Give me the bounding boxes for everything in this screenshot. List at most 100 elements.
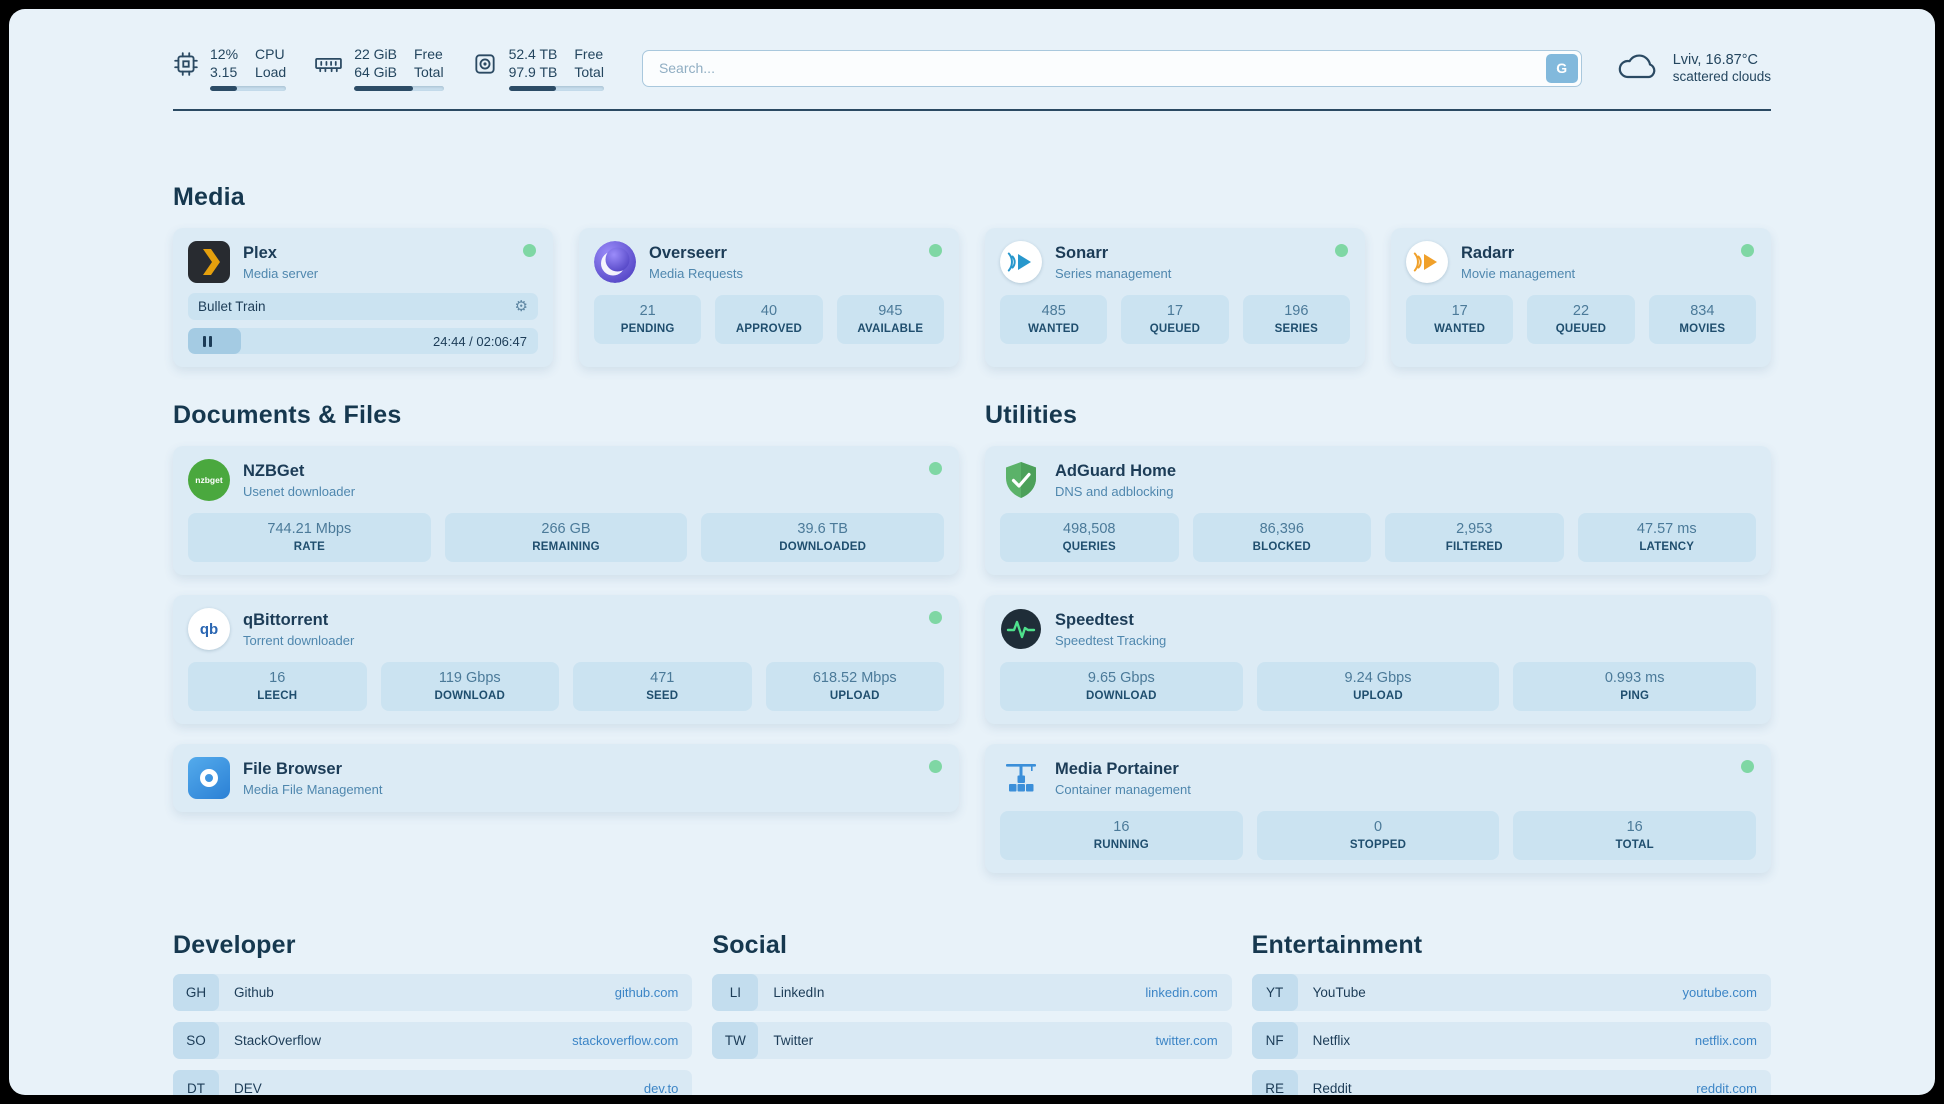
bookmark-linkedin[interactable]: LI LinkedIn linkedin.com (712, 974, 1232, 1012)
overseerr-card[interactable]: Overseerr Media Requests 21 PENDING 40 A… (579, 228, 959, 368)
bookmark-stackoverflow[interactable]: SO StackOverflow stackoverflow.com (173, 1022, 693, 1060)
bookmark-url[interactable]: youtube.com (1682, 985, 1757, 1001)
portainer-icon (1000, 757, 1042, 799)
bookmark-url[interactable]: reddit.com (1696, 1081, 1757, 1095)
nzbget-card[interactable]: nzbget NZBGet Usenet downloader 744.21 M… (173, 446, 959, 576)
disk-widget: 52.4 TB 97.9 TB Free Total (472, 45, 604, 92)
disk-label-bottom: Total (574, 64, 604, 81)
app-subtitle: Media File Management (243, 781, 383, 797)
playback-time: 24:44 / 02:06:47 (433, 333, 527, 349)
filebrowser-icon (188, 757, 230, 800)
cpu-label-top: CPU (255, 46, 285, 62)
bookmark-url[interactable]: twitter.com (1155, 1033, 1218, 1049)
disk-label-top: Free (574, 46, 604, 62)
section-media: Media Plex Media server Bullet Train ⚙ (173, 183, 1771, 368)
bookmark-url[interactable]: netflix.com (1694, 1033, 1757, 1049)
stat-wanted: 485 WANTED (1000, 295, 1108, 345)
stat-pending: 21 PENDING (594, 295, 702, 345)
bookmark-abbr: NF (1251, 1022, 1298, 1060)
cpu-load-value: 3.15 (210, 64, 238, 81)
bookmark-reddit[interactable]: RE Reddit reddit.com (1251, 1070, 1771, 1095)
cpu-chip-icon (173, 51, 199, 82)
status-dot (1741, 760, 1754, 774)
topbar: 12% 3.15 CPU Load (173, 9, 1771, 92)
filebrowser-card[interactable]: File Browser Media File Management (173, 744, 959, 813)
sonarr-card[interactable]: Sonarr Series management 485 WANTED 17 Q… (985, 228, 1365, 368)
cpu-percent: 12% (210, 46, 239, 62)
cpu-widget: 12% 3.15 CPU Load (173, 45, 287, 92)
bookmark-netflix[interactable]: NF Netflix netflix.com (1251, 1022, 1771, 1060)
plex-card[interactable]: Plex Media server Bullet Train ⚙ 24:44 /… (173, 228, 553, 368)
app-name: File Browser (243, 759, 343, 778)
bookmark-github[interactable]: GH Github github.com (173, 974, 693, 1012)
stat-movies: 834 MOVIES (1648, 295, 1756, 345)
playback-progress-bar[interactable]: 24:44 / 02:06:47 (188, 328, 538, 355)
adguard-card[interactable]: AdGuard Home DNS and adblocking 498,508 … (985, 446, 1771, 576)
search-input[interactable] (641, 49, 1582, 87)
bookmark-name: StackOverflow (234, 1033, 322, 1049)
app-name: AdGuard Home (1055, 461, 1177, 480)
adguard-shield-icon (1000, 459, 1042, 501)
ram-usage-bar (354, 86, 444, 92)
ram-widget: 22 GiB 64 GiB Free Total (314, 45, 444, 92)
bookmark-youtube[interactable]: YT YouTube youtube.com (1251, 974, 1771, 1012)
stat-remaining: 266 GB REMAINING (444, 513, 688, 563)
speedtest-card[interactable]: Speedtest Speedtest Tracking 9.65 Gbps D… (985, 595, 1771, 725)
bookmark-url[interactable]: dev.to (643, 1081, 679, 1095)
bookmark-url[interactable]: linkedin.com (1145, 985, 1218, 1001)
bookmark-url[interactable]: github.com (614, 985, 679, 1001)
search-provider-button[interactable]: G (1545, 53, 1578, 83)
stat-blocked: 86,396 BLOCKED (1192, 513, 1371, 563)
cloud-icon (1616, 49, 1660, 88)
app-subtitle: Torrent downloader (243, 632, 355, 648)
app-name: Speedtest (1055, 610, 1134, 629)
disk-icon (472, 51, 498, 82)
bookmark-abbr: RE (1251, 1070, 1298, 1095)
bookmark-url[interactable]: stackoverflow.com (572, 1033, 679, 1049)
radarr-card[interactable]: Radarr Movie management 17 WANTED 22 QUE… (1391, 228, 1771, 368)
app-subtitle: Usenet downloader (243, 483, 356, 499)
stat-queries: 498,508 QUERIES (1000, 513, 1179, 563)
stat-download: 9.65 Gbps DOWNLOAD (1000, 662, 1243, 712)
status-dot (929, 244, 942, 258)
app-name: Sonarr (1055, 243, 1109, 262)
stat-series: 196 SERIES (1242, 295, 1350, 345)
ram-free: 22 GiB (354, 46, 397, 62)
status-dot (929, 462, 942, 476)
documents-section-title: Documents & Files (173, 401, 402, 430)
bookmark-name: Github (234, 985, 274, 1001)
bookmark-name: YouTube (1312, 985, 1366, 1001)
bookmark-dev[interactable]: DT DEV dev.to (173, 1070, 693, 1095)
qbittorrent-icon: qb (188, 608, 230, 651)
stat-approved: 40 APPROVED (715, 295, 823, 345)
section-social: Social LI LinkedIn linkedin.com TW Twitt… (712, 931, 1232, 1070)
stat-queued: 17 QUEUED (1121, 295, 1229, 345)
stat-download: 119 Gbps DOWNLOAD (380, 662, 559, 712)
bookmark-abbr: TW (712, 1022, 759, 1060)
speedtest-icon (1000, 608, 1042, 650)
stat-ping: 0.993 ms PING (1513, 662, 1757, 712)
qbittorrent-card[interactable]: qb qBittorrent Torrent downloader 16 LEE… (173, 595, 959, 725)
gear-icon[interactable]: ⚙ (514, 297, 528, 316)
portainer-card[interactable]: Media Portainer Container management 16 … (985, 744, 1771, 874)
app-subtitle: Container management (1055, 781, 1191, 797)
app-name: Plex (243, 243, 277, 262)
bookmark-abbr: YT (1251, 974, 1298, 1012)
ram-label-bottom: Total (414, 64, 444, 81)
stat-downloaded: 39.6 TB DOWNLOADED (701, 513, 945, 563)
entertainment-section-title: Entertainment (1251, 931, 1423, 960)
stat-leech: 16 LEECH (188, 662, 367, 712)
now-playing-title: Bullet Train (198, 299, 266, 315)
ram-icon (314, 51, 343, 82)
stat-available: 945 AVAILABLE (836, 295, 944, 345)
pause-icon[interactable] (203, 335, 212, 347)
status-dot (929, 760, 942, 774)
app-name: NZBGet (243, 461, 305, 480)
section-documents: Documents & Files nzbget NZBGet Usenet d… (173, 401, 959, 832)
bookmark-abbr: GH (173, 974, 219, 1012)
status-dot (1741, 244, 1754, 258)
app-name: Media Portainer (1055, 759, 1179, 778)
plex-icon (188, 241, 230, 284)
disk-free: 52.4 TB (508, 46, 558, 62)
bookmark-twitter[interactable]: TW Twitter twitter.com (712, 1022, 1232, 1060)
